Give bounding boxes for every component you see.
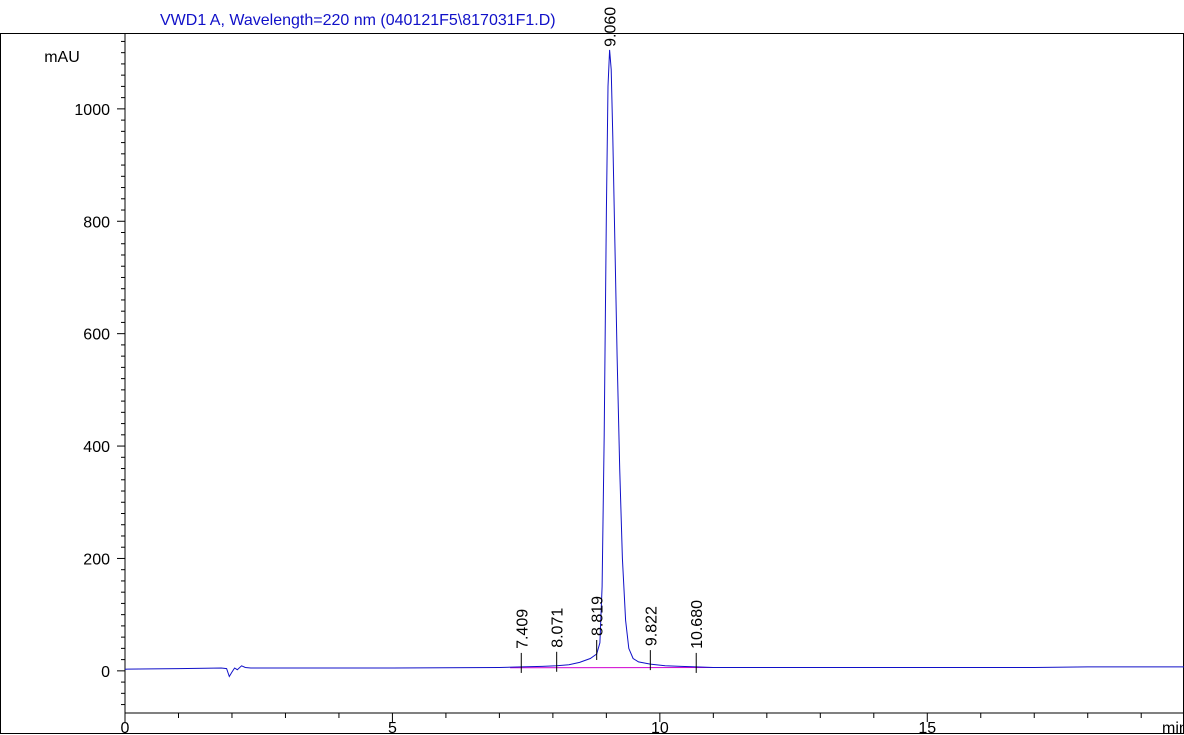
x-tick-label: 15 (918, 720, 936, 735)
signal-layer (124, 49, 1184, 678)
peak-label: 9.822 (643, 606, 660, 646)
y-tick-label: 200 (83, 551, 110, 568)
peak-label: 8.819 (590, 596, 607, 636)
x-tick-label: 5 (388, 720, 397, 735)
y-tick-label: 800 (83, 214, 110, 231)
y-tick-label: 1000 (74, 102, 110, 119)
axes: 0 200 400 600 800 1000 0 5 10 15 (74, 33, 1184, 735)
y-tick-label: 600 (83, 327, 110, 344)
x-axis-label: min (1162, 720, 1184, 735)
x-tick-label: 10 (651, 720, 669, 735)
peak-label: 9.060 (603, 7, 620, 47)
x-tick-label: 0 (121, 720, 130, 735)
peak-label: 8.071 (550, 608, 567, 648)
y-tick-label: 400 (83, 439, 110, 456)
y-axis-label: mAU (44, 49, 80, 66)
peak-label: 10.680 (689, 600, 706, 649)
peak-label: 7.409 (514, 609, 531, 649)
chart-title: VWD1 A, Wavelength=220 nm (040121F5\8170… (160, 12, 556, 29)
signal-trace (124, 49, 1184, 678)
peak-labels-layer: 7.409 8.071 8.819 9.060 9.822 10.680 (514, 7, 706, 673)
y-tick-label: 0 (101, 664, 110, 681)
